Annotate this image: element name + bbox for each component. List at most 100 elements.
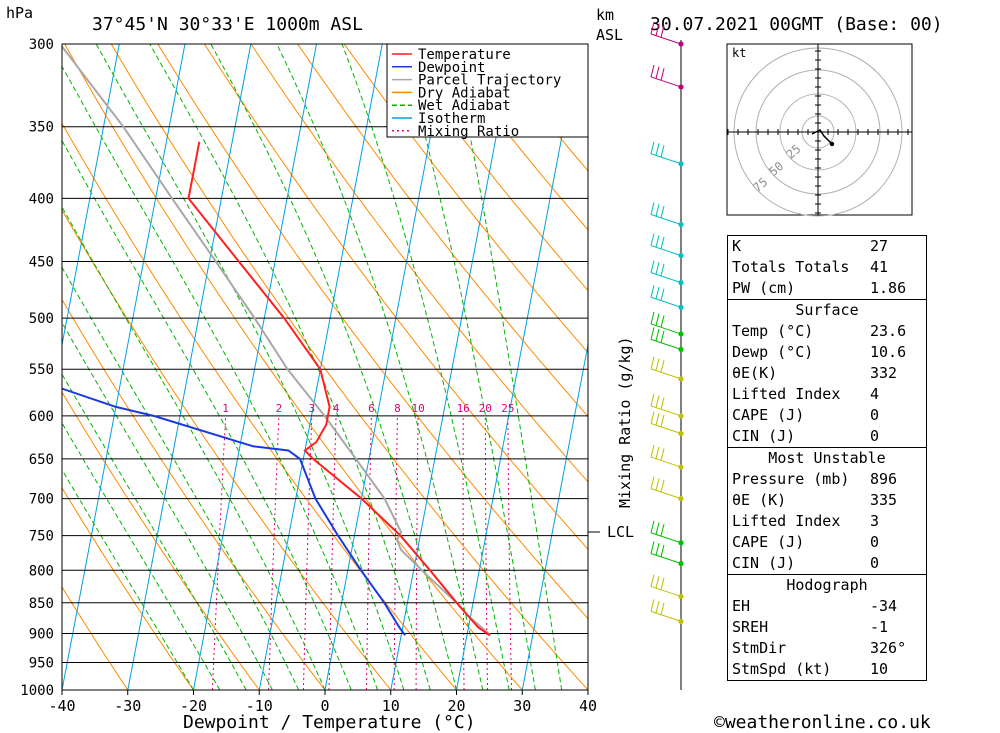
surface-value: 23.6 — [870, 322, 907, 340]
hodo-label: StmSpd (kt) — [732, 660, 832, 678]
legend-entry: Mixing Ratio — [418, 124, 519, 140]
isotherm-line — [193, 44, 317, 690]
mu-row: Lifted Index 3 — [728, 511, 927, 532]
wind-barb-shaft — [650, 323, 682, 335]
wind-barb-shaft — [650, 553, 682, 564]
pressure-tick-label: 1000 — [20, 683, 54, 699]
isotherm-line — [587, 687, 588, 690]
wind-barb-feather — [650, 599, 655, 612]
dewpoint-line — [62, 387, 406, 636]
surface-table: Surface Temp (°C) 23.6 Dewp (°C) 10.6 θE(K) 3… — [727, 300, 927, 448]
legend-entry: Isotherm — [418, 111, 485, 127]
wind-barb-feather — [660, 236, 665, 250]
wet-adiabat-line — [276, 44, 484, 690]
wind-barb-feather — [660, 602, 665, 615]
mu-label: Lifted Index — [732, 512, 841, 530]
wind-barb-feather — [650, 327, 655, 340]
basic-label: PW (cm) — [732, 279, 796, 297]
temperature-tick-label: -20 — [180, 697, 207, 715]
wind-barb-feather — [660, 145, 665, 158]
pressure-tick-label: 300 — [29, 37, 54, 53]
dry-adiabat-line — [110, 44, 588, 690]
datetime-title: 30.07.2021 00GMT (Base: 00) — [650, 14, 943, 35]
wind-barb-feather — [655, 66, 660, 79]
mixing-ratio-tick-label: 25 — [501, 402, 514, 415]
isotherm-line — [127, 44, 252, 690]
hodo-row: SREH -1 — [728, 617, 927, 638]
mixing-ratio-tick-label: 3 — [308, 402, 315, 415]
pressure-tick-label: 350 — [29, 120, 54, 136]
wind-barb-feather — [650, 541, 655, 554]
hodograph-table-title: Hodograph — [786, 576, 868, 594]
wind-barb-shaft — [650, 33, 682, 45]
hodo-value: 326° — [870, 639, 907, 657]
x-axis-label: Dewpoint / Temperature (°C) — [183, 712, 476, 733]
wind-barb-feather — [650, 233, 655, 246]
wind-barb-shaft — [650, 153, 682, 165]
mu-value: 335 — [870, 491, 898, 509]
mu-label: CAPE (J) — [732, 533, 805, 551]
dry-adiabat-line — [390, 44, 588, 292]
surface-row: Lifted Index 4 — [728, 384, 927, 405]
hodo-row: StmSpd (kt) 10 — [728, 659, 927, 681]
wind-barb-feather — [655, 543, 660, 556]
surface-value: 0 — [870, 427, 880, 445]
basic-label: K — [732, 237, 742, 255]
wind-barb-feather — [660, 205, 665, 219]
hodo-label: EH — [732, 597, 751, 615]
wind-barb-feather — [655, 204, 660, 217]
mixing-ratio-tick-label: 20 — [479, 402, 492, 415]
mixing-ratio-axis-label: Mixing Ratio (g/kg) — [616, 336, 634, 508]
wind-barb-feather — [650, 141, 655, 154]
wind-barb-feather — [655, 522, 660, 535]
wet-adiabat-line — [210, 44, 457, 690]
mixing-ratio-tick-label: 2 — [276, 402, 283, 415]
wind-barb-feather — [650, 285, 655, 298]
basic-value: 41 — [870, 258, 889, 276]
wind-barb-feather — [660, 315, 665, 328]
most-unstable-table: Most Unstable Pressure (mb) 896 θE (K) 335 L… — [727, 448, 927, 575]
parcel-trajectory-line — [62, 44, 492, 637]
wind-barb-shaft — [650, 272, 682, 284]
wind-barb-feather — [655, 235, 660, 248]
legend-entry: Temperature — [418, 47, 511, 63]
wind-barb-feather — [650, 520, 655, 533]
hodograph-point — [829, 141, 835, 147]
mu-label: Pressure (mb) — [732, 470, 850, 488]
temperature-tick-label: 20 — [447, 697, 465, 715]
wind-barb-feather — [655, 413, 660, 426]
hodo-label: StmDir — [732, 639, 787, 657]
mu-value: 896 — [870, 470, 898, 488]
wind-barb-feather — [660, 263, 665, 277]
surface-label: CIN (J) — [732, 427, 796, 445]
basic-label: Totals Totals — [732, 258, 850, 276]
surface-label: CAPE (J) — [732, 406, 805, 424]
surface-row: θE(K) 332 — [728, 363, 927, 384]
hodo-row: EH -34 — [728, 596, 927, 617]
wet-adiabat-line — [341, 44, 510, 690]
surface-label: θE(K) — [732, 364, 778, 382]
legend-entry: Dewpoint — [418, 60, 485, 76]
wet-adiabat-line — [95, 44, 405, 690]
hodograph-unit-label: kt — [732, 46, 746, 60]
isotherm-line — [521, 342, 588, 690]
mixing-ratio-line — [211, 415, 227, 690]
mixing-ratio-tick-label: 1 — [222, 402, 229, 415]
plot-frame — [61, 43, 589, 691]
wind-barb-feather — [655, 478, 660, 491]
wind-barb-feather — [650, 202, 655, 215]
wind-barb-feather — [655, 395, 660, 408]
copyright-text: ©weatheronline.co.uk — [714, 712, 931, 733]
wet-adiabat-line — [400, 44, 536, 690]
wind-barb-feather — [660, 25, 665, 38]
temperature-tick-label: 0 — [320, 697, 329, 715]
wind-profile — [650, 21, 684, 690]
dry-adiabat-line — [203, 44, 588, 551]
basic-row: Totals Totals 41 — [728, 257, 927, 278]
wind-barb-feather — [660, 544, 665, 558]
mu-row: Pressure (mb) 896 — [728, 469, 927, 490]
mixing-ratio-tick-label: 4 — [333, 402, 340, 415]
isotherm-line — [62, 44, 120, 348]
surface-value: 332 — [870, 364, 898, 382]
